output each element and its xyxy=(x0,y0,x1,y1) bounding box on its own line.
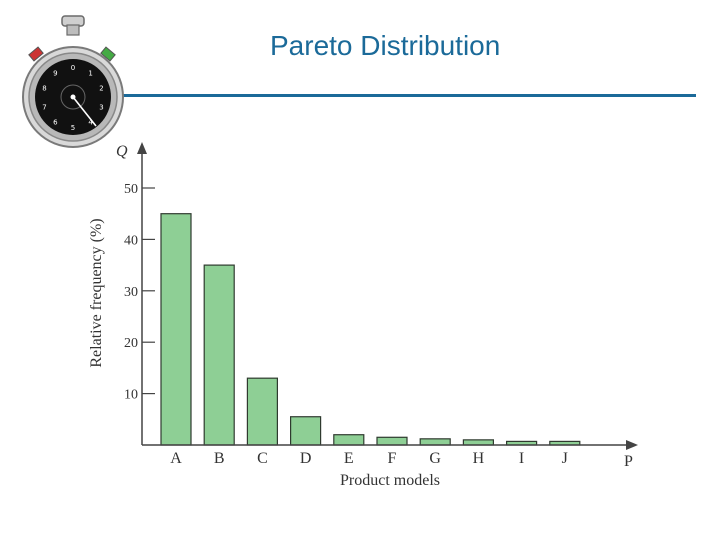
stopwatch-numeral: 9 xyxy=(53,70,57,78)
bar-h xyxy=(462,439,494,446)
y-tick-label: 40 xyxy=(124,233,138,248)
y-tick-label: 20 xyxy=(124,336,138,351)
x-tick-label: J xyxy=(562,450,568,467)
x-axis-arrow xyxy=(626,440,638,450)
bar-e xyxy=(333,434,365,446)
title-divider xyxy=(118,94,696,97)
x-tick-label: D xyxy=(300,450,312,467)
x-tick-label: G xyxy=(429,450,441,467)
stopwatch-numeral: 1 xyxy=(88,70,92,78)
y-axis-arrow xyxy=(137,142,147,154)
bar-c xyxy=(246,377,278,446)
y-tick-label: 50 xyxy=(124,182,138,197)
x-tick-label: B xyxy=(214,450,225,467)
bar-d xyxy=(290,416,322,446)
bar-a xyxy=(160,213,192,446)
bar-g xyxy=(419,438,451,446)
x-tick-label: I xyxy=(519,450,524,467)
stopwatch-numeral: 2 xyxy=(99,85,103,93)
y-axis-symbol: Q xyxy=(116,143,128,160)
stopwatch-numeral: 4 xyxy=(88,118,93,126)
y-tick-label: 10 xyxy=(124,388,138,403)
x-tick-label: E xyxy=(344,450,354,467)
y-axis-title: Relative frequency (%) xyxy=(88,218,105,367)
x-axis-title: Product models xyxy=(340,472,440,489)
stopwatch-numeral: 7 xyxy=(42,103,46,111)
stopwatch-numeral: 3 xyxy=(99,103,103,111)
stopwatch-numeral: 5 xyxy=(71,124,75,132)
x-axis-symbol: P xyxy=(624,453,633,470)
stopwatch-numeral: 6 xyxy=(53,118,58,126)
stopwatch-numeral: 8 xyxy=(42,85,46,93)
bar-b xyxy=(203,264,235,446)
x-tick-label: F xyxy=(388,450,397,467)
x-tick-label: A xyxy=(170,450,182,467)
page-title: Pareto Distribution xyxy=(270,30,501,61)
stopwatch-numeral: 0 xyxy=(71,64,75,72)
stopwatch-icon: 0 12 34 5 67 89 xyxy=(22,15,124,148)
x-tick-label: H xyxy=(473,450,485,467)
y-tick-label: 30 xyxy=(124,285,138,300)
x-tick-label: C xyxy=(257,450,268,467)
bar-f xyxy=(376,436,408,446)
